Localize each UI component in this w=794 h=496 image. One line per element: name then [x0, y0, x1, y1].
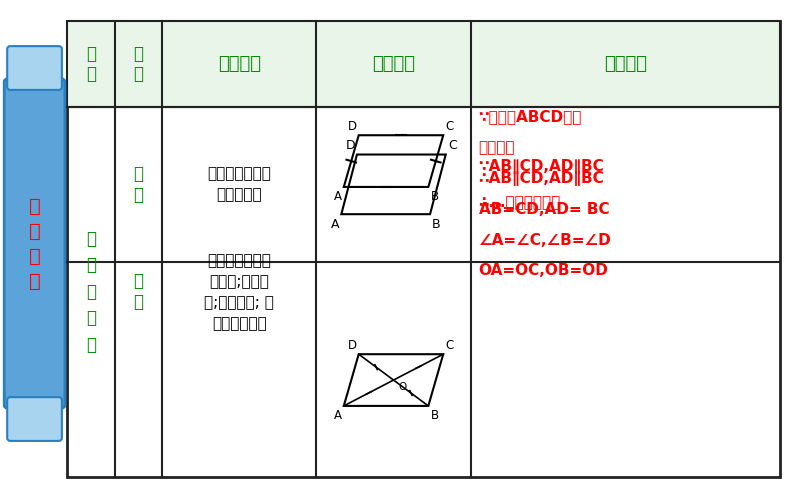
Text: 性
质: 性 质 — [133, 272, 144, 311]
Text: ∵AB∥CD,AD∥BC: ∵AB∥CD,AD∥BC — [479, 159, 604, 174]
Text: 平行四边形的对
边平行;对边相
等;对角相等; 对
角线互相平分: 平行四边形的对 边平行;对边相 等;对角相等; 对 角线互相平分 — [204, 253, 274, 331]
FancyBboxPatch shape — [7, 46, 62, 90]
FancyBboxPatch shape — [4, 79, 65, 408]
Text: A: A — [333, 409, 341, 423]
Text: AB=CD,AD= BC: AB=CD,AD= BC — [479, 202, 609, 217]
Text: D: D — [345, 139, 355, 152]
FancyBboxPatch shape — [7, 397, 62, 441]
Text: 图形语言: 图形语言 — [372, 55, 415, 73]
Text: 定
义: 定 义 — [133, 165, 144, 204]
Text: D: D — [348, 339, 357, 352]
Text: 平
行
四
边
形: 平 行 四 边 形 — [86, 230, 96, 354]
Text: 归
纳
小
结: 归 纳 小 结 — [29, 196, 40, 291]
Text: 符号语言: 符号语言 — [603, 55, 647, 73]
Text: D: D — [348, 120, 357, 133]
Text: ∴...是平行四边形: ∴...是平行四边形 — [479, 195, 561, 210]
Bar — [67, 21, 780, 107]
Text: C: C — [445, 120, 453, 133]
Text: O: O — [399, 382, 407, 392]
Text: B: B — [430, 190, 438, 203]
Text: A: A — [331, 218, 339, 231]
Text: 行四边形: 行四边形 — [479, 140, 515, 155]
Text: 文字语言: 文字语言 — [218, 55, 261, 73]
Text: ∴AB∥CD,AD∥BC: ∴AB∥CD,AD∥BC — [479, 171, 604, 186]
Text: ∵四边形ABCD是平: ∵四边形ABCD是平 — [479, 109, 582, 124]
Text: C: C — [448, 139, 457, 152]
Text: 名
称: 名 称 — [133, 45, 144, 83]
Text: OA=OC,OB=OD: OA=OC,OB=OD — [479, 263, 608, 278]
Text: B: B — [432, 218, 441, 231]
Text: A: A — [333, 190, 341, 203]
Text: B: B — [430, 409, 438, 423]
Text: ∠A=∠C,∠B=∠D: ∠A=∠C,∠B=∠D — [479, 233, 611, 248]
Text: 两组对边分别平
行的四边形: 两组对边分别平 行的四边形 — [207, 166, 272, 202]
Text: C: C — [445, 339, 453, 352]
Text: 图
形: 图 形 — [86, 45, 96, 83]
